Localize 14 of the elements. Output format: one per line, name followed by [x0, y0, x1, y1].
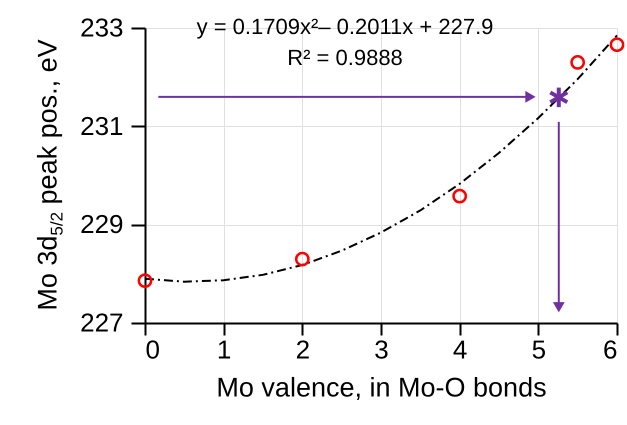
annotation: R² = 0.9888 — [287, 45, 403, 70]
x-tick-label: 5 — [532, 334, 546, 364]
x-tick-label: 2 — [296, 334, 310, 364]
x-tick-label: 4 — [452, 334, 468, 364]
y-tick-label: 227 — [80, 308, 124, 338]
x-tick-label: 1 — [216, 334, 232, 364]
x-tick-label: 6 — [603, 334, 618, 364]
y-tick-label: 233 — [80, 12, 124, 42]
y-tick-label: 229 — [80, 209, 124, 240]
annotation: y = 0.1709x²– 0.2011x + 227.9 — [196, 14, 494, 39]
x-tick-label: 0 — [146, 334, 160, 364]
y-tick-label: 231 — [80, 110, 124, 141]
x-axis-title: Mo valence, in Mo-O bonds — [216, 372, 547, 402]
x-tick-label: 3 — [374, 334, 389, 364]
